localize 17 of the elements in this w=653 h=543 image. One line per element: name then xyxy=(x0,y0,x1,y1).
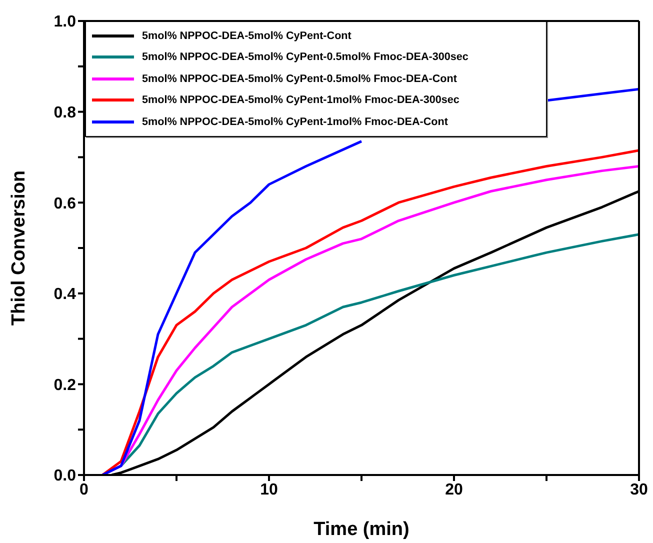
y-tick-label: 1.0 xyxy=(54,14,76,31)
y-tick-label: 0.0 xyxy=(54,468,76,485)
y-tick-label: 0.8 xyxy=(54,104,76,122)
legend-label: 5mol% NPPOC-DEA-5mol% CyPent-0.5mol% Fmoc-DEA-300sec xyxy=(142,51,468,64)
y-tick-label: 0.4 xyxy=(54,286,76,304)
x-tick-label: 10 xyxy=(260,481,278,498)
x-axis-title: Time (min) xyxy=(314,519,410,540)
y-tick-label: 0.6 xyxy=(54,195,76,212)
x-tick-label: 0 xyxy=(80,481,89,498)
y-tick-label: 0.2 xyxy=(54,376,76,394)
y-axis-title: Thiol Conversion xyxy=(8,170,30,326)
x-tick-label: 30 xyxy=(630,481,648,498)
legend-label: 5mol% NPPOC-DEA-5mol% CyPent-0.5mol% Fmoc-DEA-Cont xyxy=(142,72,457,85)
legend-label: 5mol% NPPOC-DEA-5mol% CyPent-1mol% Fmoc-DEA-300sec xyxy=(142,94,460,106)
x-tick-label: 20 xyxy=(445,481,463,498)
legend-label: 5mol% NPPOC-DEA-5mol% CyPent-Cont xyxy=(142,30,352,42)
legend-label: 5mol% NPPOC-DEA-5mol% CyPent-1mol% Fmoc-DEA-Cont xyxy=(142,116,448,128)
